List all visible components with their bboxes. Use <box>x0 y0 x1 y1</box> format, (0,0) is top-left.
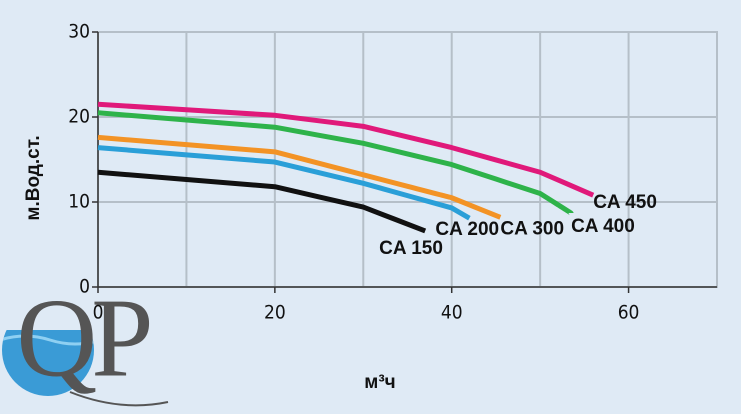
x-axis-label: м³ч <box>364 372 395 393</box>
series-line <box>97 169 427 234</box>
x-tick-label: 20 <box>264 302 286 324</box>
series-line <box>97 101 595 198</box>
x-tick-label: 60 <box>618 302 640 324</box>
y-axis-label: м.Вод.ст. <box>23 135 44 220</box>
series-line <box>97 110 573 216</box>
series-label: CA 450 <box>593 192 657 213</box>
series-line <box>97 145 471 221</box>
series-line <box>97 134 502 220</box>
x-tick-label: 40 <box>441 302 463 324</box>
series-label: CA 300 <box>500 218 564 239</box>
y-tick-label: 0 <box>79 276 90 298</box>
series-label: CA 200 <box>435 219 499 240</box>
y-tick-label: 10 <box>68 191 90 213</box>
y-tick-label: 20 <box>68 106 90 128</box>
series-label: CA 150 <box>379 238 443 259</box>
x-tick-label: 0 <box>93 302 104 324</box>
logo-text: QP <box>16 277 149 401</box>
series-label: CA 400 <box>571 216 635 237</box>
y-tick-label: 30 <box>68 21 90 43</box>
